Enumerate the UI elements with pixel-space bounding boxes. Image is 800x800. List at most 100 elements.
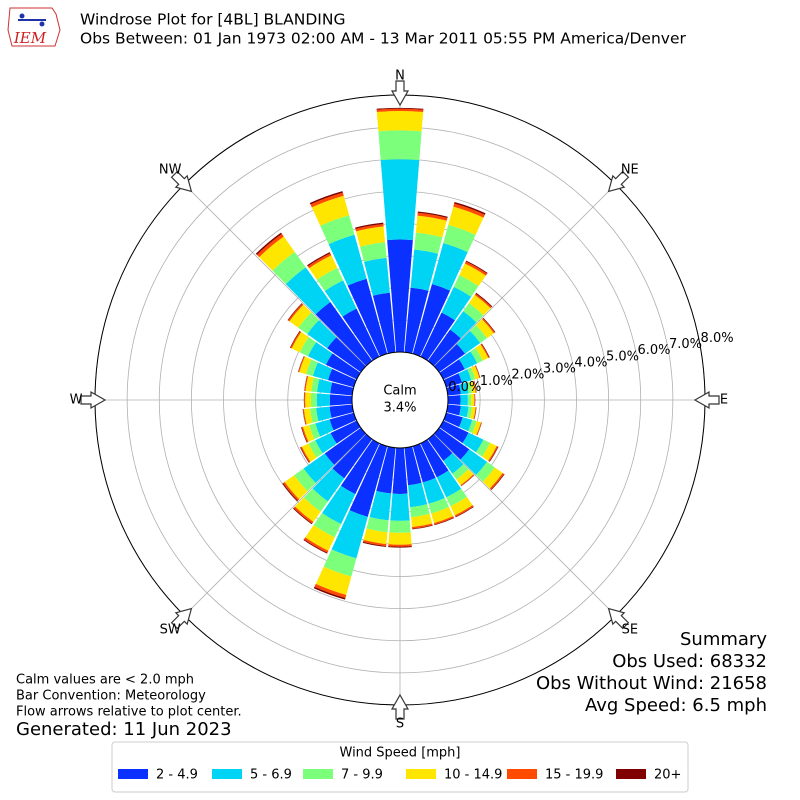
wind-bar <box>289 330 301 348</box>
compass-label: NE <box>621 163 639 178</box>
wind-bar <box>291 331 309 353</box>
legend-label: 5 - 6.9 <box>250 768 292 783</box>
wind-bar <box>410 504 430 518</box>
compass-arrow <box>390 693 410 720</box>
wind-bar <box>466 381 473 394</box>
wind-bar <box>316 406 332 422</box>
r-tick-label: 5.0% <box>606 349 639 364</box>
compass-arrow <box>80 390 107 410</box>
wind-bar <box>376 107 424 110</box>
wind-bar <box>282 483 298 502</box>
wind-bar <box>446 384 461 396</box>
wind-bar <box>443 373 463 388</box>
wind-bar <box>356 226 386 247</box>
wind-bar <box>434 517 455 526</box>
wind-bar <box>301 426 309 443</box>
wind-bar <box>427 329 461 366</box>
wind-bar <box>315 301 373 366</box>
wind-bar <box>308 440 323 458</box>
wind-bar <box>316 267 344 291</box>
wind-bar <box>364 257 390 296</box>
compass-arrow <box>607 170 630 193</box>
wind-bar <box>474 407 477 420</box>
wind-bar <box>470 394 475 406</box>
wind-bar <box>305 376 314 392</box>
wind-bar <box>464 261 488 276</box>
wind-bar <box>324 280 357 317</box>
wind-bar <box>300 446 311 463</box>
summary-line: Obs Used: 68332 <box>612 651 767 672</box>
wind-bar <box>330 382 354 396</box>
wind-bar <box>459 263 486 287</box>
wind-bar <box>468 294 491 316</box>
wind-bar <box>297 355 305 372</box>
compass-arrow <box>607 607 630 630</box>
wind-bar <box>431 507 454 524</box>
wind-bar <box>380 159 420 241</box>
wind-bar <box>305 525 335 551</box>
calm-value: 3.4% <box>383 401 416 416</box>
wind-bar <box>489 473 505 490</box>
wind-bar <box>325 353 361 380</box>
wind-bar <box>311 195 350 226</box>
wind-bar <box>312 468 345 502</box>
wind-bar <box>417 211 448 219</box>
wind-bar <box>462 432 484 453</box>
legend-label: 7 - 9.9 <box>341 768 383 783</box>
wind-bar <box>301 427 308 443</box>
wind-bar <box>329 404 354 418</box>
compass-label: E <box>720 393 728 408</box>
legend-title: Wind Speed [mph] <box>340 746 461 761</box>
wind-bar <box>392 447 408 494</box>
legend-swatch <box>507 769 537 779</box>
wind-bar <box>472 421 481 435</box>
wind-bar <box>328 234 367 286</box>
wind-bar <box>287 303 303 321</box>
wind-bar <box>470 325 488 343</box>
wind-bar <box>482 467 503 489</box>
wind-bar <box>313 513 342 538</box>
wind-bar <box>304 375 309 392</box>
compass-label: W <box>70 393 83 408</box>
wind-bar <box>289 304 312 328</box>
wind-bar <box>410 249 439 291</box>
wind-bar <box>467 367 476 381</box>
legend-swatch <box>212 769 242 779</box>
wind-bar <box>309 423 321 440</box>
wind-bar <box>465 260 488 274</box>
wind-bar <box>310 192 344 208</box>
wind-bar <box>332 434 373 479</box>
wind-bar <box>303 488 328 512</box>
wind-bar <box>461 475 475 487</box>
r-tick-label: 2.0% <box>511 368 544 383</box>
wind-bar <box>388 532 412 545</box>
r-tick-label: 6.0% <box>637 343 670 358</box>
wind-bar <box>422 477 445 504</box>
wind-bar <box>300 447 310 463</box>
wind-bar <box>476 422 482 436</box>
wind-bar <box>420 312 455 361</box>
chart-title: Windrose Plot for [4BL] BLANDING <box>80 11 345 29</box>
arrow-shape <box>390 80 410 107</box>
wind-bar <box>303 392 305 408</box>
wind-bar <box>355 223 384 232</box>
compass-arrow <box>390 80 410 107</box>
wind-bar <box>372 292 396 354</box>
wind-bar <box>412 443 436 483</box>
wind-bar <box>450 496 473 516</box>
wind-bar <box>427 434 453 461</box>
wind-bar <box>474 293 492 309</box>
wind-bar <box>307 342 333 365</box>
wind-bar <box>473 380 477 393</box>
wind-bar <box>490 473 505 491</box>
wind-bar <box>285 267 331 315</box>
wind-bar <box>434 427 470 460</box>
wind-bar <box>443 224 476 253</box>
wind-bar <box>466 406 473 419</box>
wind-bar <box>363 528 388 545</box>
wind-bar <box>470 380 476 394</box>
wind-bar <box>459 405 469 418</box>
wind-bar <box>408 482 428 508</box>
compass-label: S <box>396 717 404 732</box>
